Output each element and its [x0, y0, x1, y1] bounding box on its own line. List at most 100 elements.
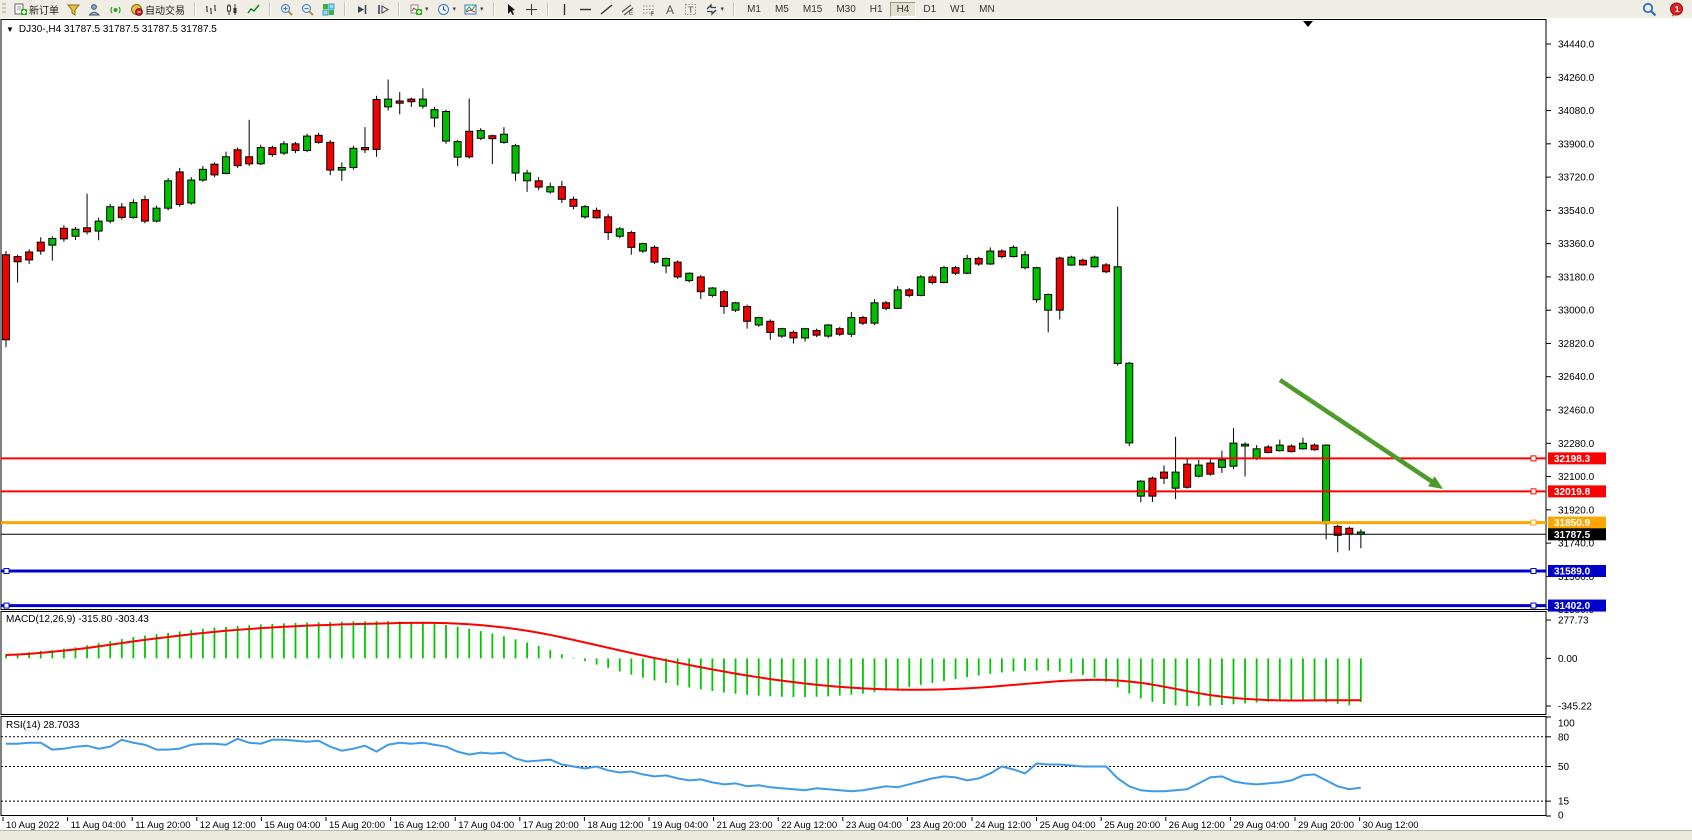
arrows-button[interactable]: ▾ — [701, 1, 729, 18]
panel-borders — [0, 19, 1692, 832]
styler-button[interactable] — [63, 1, 84, 18]
crosshair-icon — [525, 3, 538, 16]
autotrading-button[interactable]: 自动交易 — [126, 0, 189, 19]
svg-text:15 Aug 04:00: 15 Aug 04:00 — [264, 820, 320, 830]
candle-chart-button[interactable] — [222, 1, 243, 18]
svg-text:24 Aug 12:00: 24 Aug 12:00 — [975, 820, 1031, 830]
svg-text:50: 50 — [1558, 762, 1570, 773]
svg-text:26 Aug 12:00: 26 Aug 12:00 — [1169, 820, 1225, 830]
channel-button[interactable]: E — [617, 1, 638, 18]
zoom-in-button[interactable] — [276, 1, 297, 18]
svg-text:32198.3: 32198.3 — [1554, 454, 1591, 465]
horizontal-line-31850.9[interactable]: 31850.9 — [1, 516, 1606, 530]
svg-text:25 Aug 20:00: 25 Aug 20:00 — [1104, 820, 1160, 830]
timeframe-button-w1[interactable]: W1 — [950, 3, 966, 15]
label-button[interactable]: T — [680, 1, 701, 18]
bar-chart-icon — [205, 3, 218, 16]
vline-icon — [558, 3, 571, 16]
svg-text:31850.9: 31850.9 — [1554, 518, 1591, 529]
svg-text:33000.0: 33000.0 — [1558, 306, 1595, 317]
channel-icon: E — [621, 3, 634, 16]
line-chart-button[interactable] — [243, 1, 264, 18]
text-icon: A — [663, 3, 676, 16]
chevron-down-icon[interactable]: ▾ — [425, 6, 429, 13]
svg-text:15: 15 — [1558, 797, 1570, 808]
zoom-out-button[interactable] — [297, 1, 318, 18]
timeframe-button-d1[interactable]: D1 — [923, 3, 937, 15]
bar-chart-button[interactable] — [201, 1, 222, 18]
toolbar-separator — [492, 2, 495, 16]
toolbar-grip[interactable] — [2, 3, 6, 15]
horizontal-line-31402.0[interactable]: 31402.0 — [1, 599, 1606, 613]
toolbar-group-pointer — [498, 1, 544, 17]
svg-text:A: A — [666, 3, 674, 16]
svg-text:22 Aug 12:00: 22 Aug 12:00 — [781, 820, 837, 830]
text-button[interactable]: A — [659, 1, 680, 18]
time-axis: 10 Aug 2022 11 Aug 04:00 11 Aug 20:00 12 Au… — [2, 817, 1419, 831]
horizontal-line-31589.0[interactable]: 31589.0 — [1, 564, 1606, 578]
toolbar-group-scroll — [349, 1, 395, 17]
chart-shift-marker[interactable] — [1303, 21, 1313, 27]
chart-shift-icon — [376, 3, 389, 16]
chart-collapse-icon[interactable]: ▼ — [6, 25, 14, 34]
chart-title-bar: ▼ DJ30-,H4 31787.5 31787.5 31787.5 31787… — [6, 24, 217, 35]
toolbar: 新订单 自动交易 ▾ ▾ ▾ E F A T ▾ M1 M5 M15 M30 H1 H4 D1 W1 MN 1 — [0, 0, 1692, 19]
svg-text:29 Aug 04:00: 29 Aug 04:00 — [1233, 820, 1289, 830]
timeframe-button-m5[interactable]: M5 — [774, 3, 789, 15]
periods-button[interactable]: ▾ — [433, 1, 461, 18]
svg-text:32640.0: 32640.0 — [1558, 372, 1595, 383]
svg-text:15 Aug 20:00: 15 Aug 20:00 — [329, 820, 385, 830]
signals-button[interactable] — [105, 1, 126, 18]
new-order-button-label: 新订单 — [29, 5, 59, 17]
svg-text:33540.0: 33540.0 — [1558, 206, 1595, 217]
toolbar-separator — [733, 2, 736, 16]
svg-text:32820.0: 32820.0 — [1558, 339, 1595, 350]
new-order-button[interactable]: 新订单 — [10, 0, 63, 19]
chart-canvas[interactable]: 34440.0 34260.0 34080.0 33900.0 33720.0 33540… — [0, 18, 1692, 835]
timeframe-button-h1[interactable]: H1 — [869, 3, 883, 15]
profile-icon — [88, 3, 101, 16]
chart-svg[interactable]: 34440.0 34260.0 34080.0 33900.0 33720.0 33540… — [0, 18, 1692, 832]
svg-text:32460.0: 32460.0 — [1558, 406, 1595, 417]
trend-arrow-annotation[interactable] — [1278, 378, 1443, 489]
svg-text:34080.0: 34080.0 — [1558, 106, 1595, 117]
hlines-layer: 32198.3 32019.8 31850.9 31589.0 31402.0 31787… — [1, 452, 1606, 612]
templates-button[interactable]: ▾ — [460, 1, 488, 18]
funnel-icon — [67, 3, 80, 16]
toolbar-separator — [344, 2, 346, 16]
chevron-down-icon[interactable]: ▾ — [720, 6, 725, 13]
tile-windows-button[interactable] — [318, 1, 339, 18]
cursor-button[interactable] — [500, 1, 521, 18]
fibo-button[interactable]: F — [638, 1, 659, 18]
zoom-in-icon — [280, 3, 293, 16]
timeframe-button-mn[interactable]: MN — [979, 3, 995, 15]
crosshair-button[interactable] — [521, 1, 542, 18]
chevron-down-icon[interactable]: ▾ — [480, 6, 484, 13]
rsi-panel: 100 80 50 15 0 RSI(14) 28.7033 — [1, 716, 1575, 822]
search-button[interactable] — [1638, 0, 1661, 19]
trendline-button[interactable] — [596, 1, 617, 18]
timeframe-button-h4[interactable]: H4 — [889, 1, 917, 17]
auto-scroll-button[interactable] — [351, 1, 372, 18]
chart-shift-button[interactable] — [372, 1, 393, 18]
search-icon — [1642, 2, 1657, 17]
trendline-icon — [600, 3, 613, 16]
chart-window[interactable]: ▼ DJ30-,H4 31787.5 31787.5 31787.5 31787… — [0, 18, 1692, 832]
timeframe-button-m30[interactable]: M30 — [836, 3, 856, 15]
chevron-down-icon[interactable]: ▾ — [452, 6, 457, 13]
timeframe-button-m1[interactable]: M1 — [747, 3, 761, 15]
svg-text:-345.22: -345.22 — [1558, 702, 1592, 713]
timeframe-button-m15[interactable]: M15 — [802, 3, 823, 15]
horizontal-line-32019.8[interactable]: 32019.8 — [1, 485, 1606, 498]
profile-button[interactable] — [84, 1, 105, 18]
template-icon — [464, 3, 477, 16]
horizontal-line-32198.3[interactable]: 32198.3 — [1, 452, 1606, 465]
indicators-icon — [409, 3, 422, 16]
notification-button[interactable]: 1 — [1665, 0, 1688, 19]
toolbar-separator — [269, 2, 271, 16]
vline-button[interactable] — [554, 1, 575, 18]
svg-text:34440.0: 34440.0 — [1558, 40, 1595, 51]
indicators-button[interactable]: ▾ — [405, 1, 433, 18]
current-price-line: 31787.5 — [1, 528, 1606, 541]
hline-button[interactable] — [575, 1, 596, 18]
